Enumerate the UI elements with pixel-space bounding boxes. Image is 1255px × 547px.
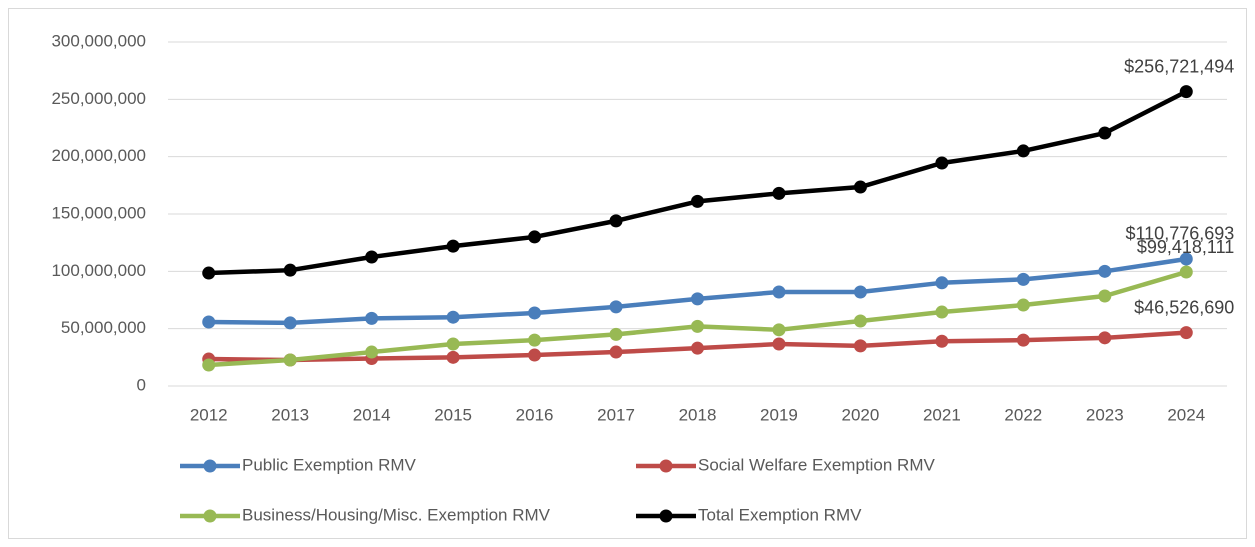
data-point [283, 263, 297, 277]
data-point [935, 156, 949, 170]
data-point [283, 353, 297, 367]
data-point [1016, 298, 1030, 312]
x-tick-label: 2017 [597, 405, 635, 424]
data-point [1016, 333, 1030, 347]
value-label: $110,776,693 [1125, 224, 1234, 244]
data-point [772, 186, 786, 200]
legend-marker [659, 509, 673, 523]
data-point [609, 327, 623, 341]
legend-marker [659, 459, 673, 473]
value-label: $256,721,494 [1124, 56, 1234, 76]
data-point [202, 266, 216, 280]
data-point [772, 337, 786, 351]
data-point [365, 345, 379, 359]
data-point [202, 358, 216, 372]
data-point [446, 310, 460, 324]
value-label: $99,418,111 [1137, 237, 1234, 257]
data-point [1179, 85, 1193, 99]
data-point [691, 194, 704, 208]
data-point [691, 319, 704, 333]
data-point [609, 345, 623, 359]
data-point [202, 315, 216, 329]
data-point [528, 306, 542, 320]
data-point [935, 334, 949, 348]
data-point [1098, 289, 1112, 303]
legend-label: Total Exemption RMV [698, 505, 862, 524]
x-tick-label: 2013 [271, 405, 309, 424]
x-tick-label: 2023 [1086, 405, 1124, 424]
data-point [772, 323, 786, 337]
data-point [446, 350, 460, 364]
legend-label: Business/Housing/Misc. Exemption RMV [242, 505, 551, 524]
data-point [935, 305, 949, 319]
x-tick-label: 2024 [1167, 405, 1205, 424]
data-point [446, 239, 460, 253]
legend-marker [203, 509, 217, 523]
y-tick-label: 0 [137, 375, 146, 394]
data-point [1016, 272, 1030, 286]
x-tick-label: 2020 [842, 405, 880, 424]
data-point [528, 333, 542, 347]
x-tick-label: 2012 [190, 405, 228, 424]
x-tick-label: 2019 [760, 405, 798, 424]
data-point [609, 214, 623, 228]
data-point [853, 180, 867, 194]
data-point [609, 300, 623, 314]
data-point [446, 337, 460, 351]
x-tick-label: 2018 [679, 405, 717, 424]
legend-label: Social Welfare Exemption RMV [698, 455, 935, 474]
y-tick-label: 300,000,000 [51, 31, 146, 50]
data-point [283, 316, 297, 330]
data-point [1098, 126, 1112, 140]
data-point [1179, 252, 1193, 266]
data-point [772, 285, 786, 299]
legend-label: Public Exemption RMV [242, 455, 417, 474]
data-point [853, 314, 867, 328]
x-tick-label: 2015 [434, 405, 472, 424]
x-tick-label: 2016 [516, 405, 554, 424]
data-point [691, 292, 704, 306]
data-point [853, 339, 867, 353]
data-point [1016, 144, 1030, 158]
y-tick-label: 100,000,000 [51, 261, 146, 280]
data-point [1179, 326, 1193, 340]
data-point [1179, 265, 1193, 279]
data-point [365, 250, 379, 264]
data-point [691, 341, 704, 355]
data-point [1098, 331, 1112, 345]
data-point [853, 285, 867, 299]
y-tick-label: 200,000,000 [51, 146, 146, 165]
value-label: $46,526,690 [1134, 297, 1234, 317]
y-tick-label: 50,000,000 [61, 318, 146, 337]
data-point [528, 348, 542, 362]
y-tick-label: 250,000,000 [51, 89, 146, 108]
x-tick-label: 2021 [923, 405, 961, 424]
x-tick-label: 2014 [353, 405, 391, 424]
data-point [1098, 264, 1112, 278]
legend-marker [203, 459, 217, 473]
y-tick-label: 150,000,000 [51, 203, 146, 222]
data-point [365, 311, 379, 325]
x-tick-label: 2022 [1004, 405, 1042, 424]
data-point [528, 230, 542, 244]
data-point [935, 276, 949, 290]
